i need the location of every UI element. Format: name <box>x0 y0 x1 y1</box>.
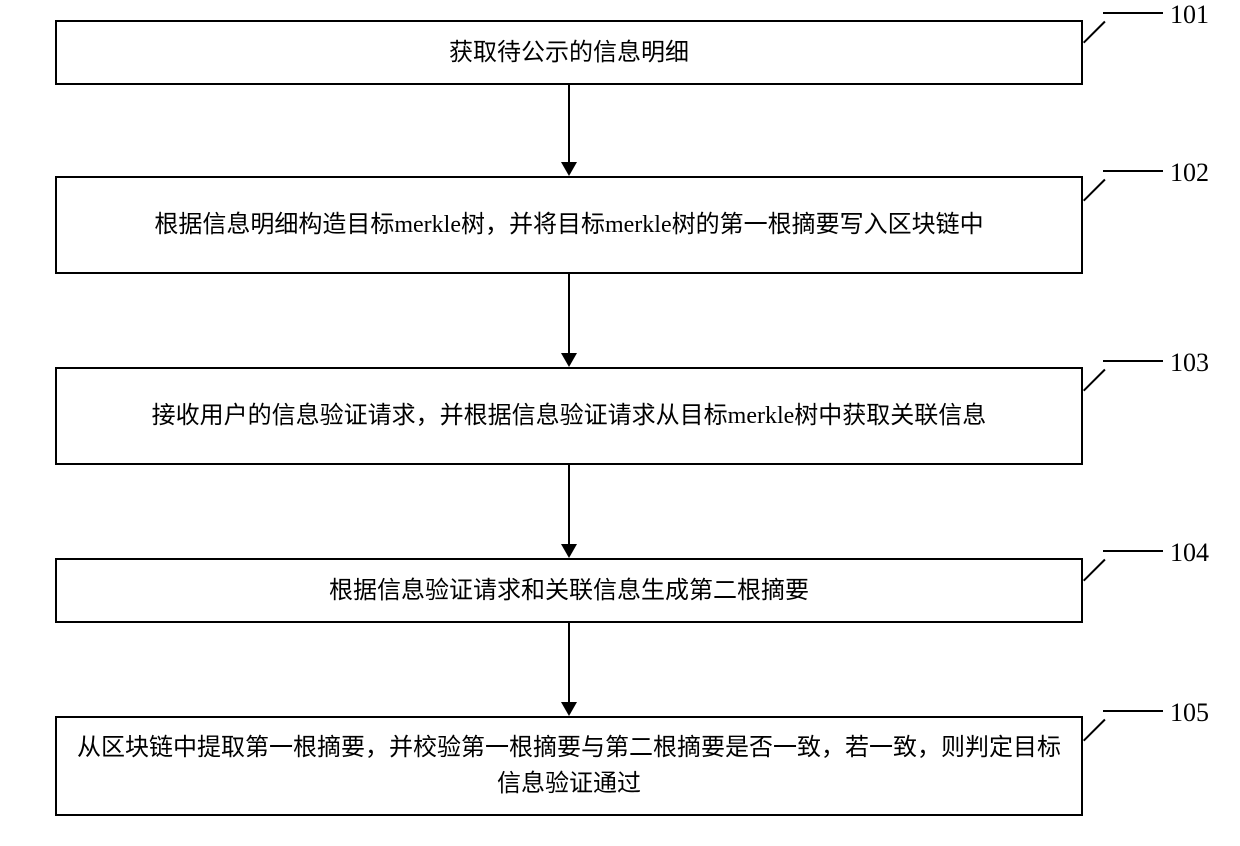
flowchart-arrowhead <box>561 702 577 716</box>
label-connector <box>1083 179 1106 202</box>
node-text: 从区块链中提取第一根摘要，并校验第一根摘要与第二根摘要是否一致，若一致，则判定目… <box>69 730 1069 802</box>
node-text: 根据信息验证请求和关联信息生成第二根摘要 <box>329 573 809 609</box>
label-connector <box>1103 710 1163 712</box>
node-label: 104 <box>1170 538 1209 568</box>
label-connector <box>1103 360 1163 362</box>
node-text: 根据信息明细构造目标merkle树，并将目标merkle树的第一根摘要写入区块链… <box>154 207 983 243</box>
label-connector <box>1083 21 1106 44</box>
flowchart-arrow <box>568 85 570 162</box>
node-text: 接收用户的信息验证请求，并根据信息验证请求从目标merkle树中获取关联信息 <box>152 398 987 434</box>
flowchart-container: 获取待公示的信息明细 101 根据信息明细构造目标merkle树，并将目标mer… <box>0 0 1240 846</box>
label-connector <box>1103 170 1163 172</box>
flowchart-arrow <box>568 274 570 353</box>
label-connector <box>1083 559 1106 582</box>
node-label: 101 <box>1170 0 1209 30</box>
node-label: 102 <box>1170 158 1209 188</box>
label-connector <box>1103 550 1163 552</box>
label-connector <box>1083 719 1106 742</box>
flowchart-arrowhead <box>561 162 577 176</box>
flowchart-node-step2: 根据信息明细构造目标merkle树，并将目标merkle树的第一根摘要写入区块链… <box>55 176 1083 274</box>
flowchart-node-step5: 从区块链中提取第一根摘要，并校验第一根摘要与第二根摘要是否一致，若一致，则判定目… <box>55 716 1083 816</box>
flowchart-node-step4: 根据信息验证请求和关联信息生成第二根摘要 <box>55 558 1083 623</box>
flowchart-arrowhead <box>561 353 577 367</box>
flowchart-arrow <box>568 465 570 544</box>
flowchart-arrow <box>568 623 570 702</box>
flowchart-node-step3: 接收用户的信息验证请求，并根据信息验证请求从目标merkle树中获取关联信息 <box>55 367 1083 465</box>
flowchart-node-step1: 获取待公示的信息明细 <box>55 20 1083 85</box>
node-text: 获取待公示的信息明细 <box>449 35 689 71</box>
flowchart-arrowhead <box>561 544 577 558</box>
node-label: 103 <box>1170 348 1209 378</box>
node-label: 105 <box>1170 698 1209 728</box>
label-connector <box>1103 12 1163 14</box>
label-connector <box>1083 369 1106 392</box>
